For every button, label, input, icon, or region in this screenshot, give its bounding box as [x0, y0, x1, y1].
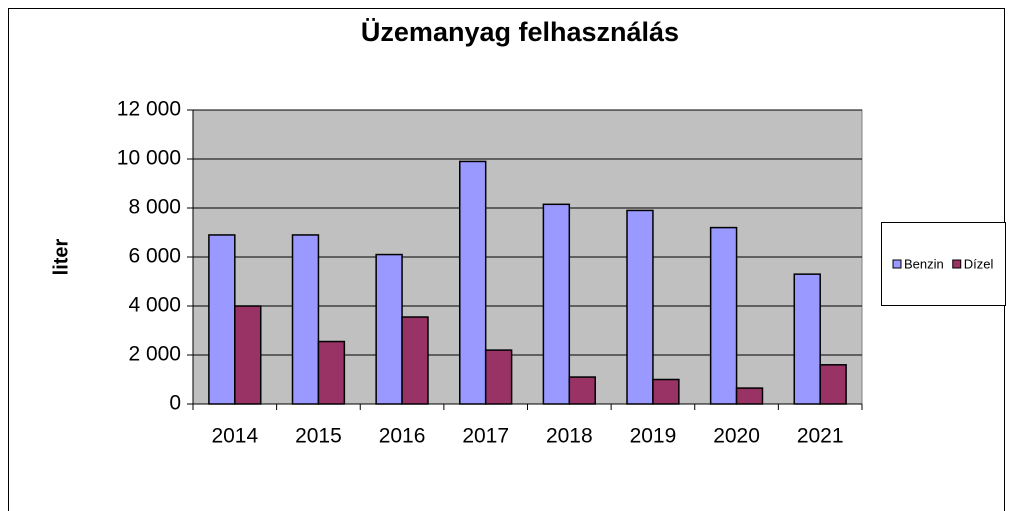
y-axis-label: liter [50, 238, 72, 275]
y-tick-label: 0 [169, 392, 181, 415]
y-tick-label: 8 000 [128, 196, 181, 219]
bar [291, 234, 320, 405]
x-tick-label: 2017 [462, 425, 509, 448]
bar [819, 364, 847, 405]
chart-title: Üzemanyag felhasználás [361, 17, 679, 47]
y-tick-label: 10 000 [117, 147, 181, 170]
legend-label: Benzin [904, 256, 944, 271]
legend-label: Dízel [964, 256, 994, 271]
x-tick-label: 2018 [546, 425, 593, 448]
bar [401, 316, 429, 405]
x-tick-label: 2021 [797, 425, 844, 448]
bar [484, 349, 513, 405]
legend-swatch [952, 259, 962, 269]
bar [375, 253, 403, 405]
bar [652, 378, 680, 405]
bar [626, 209, 654, 405]
bar [568, 376, 596, 405]
bar [542, 203, 571, 405]
legend-box [881, 222, 1006, 306]
bar [735, 387, 764, 405]
x-tick-label: 2019 [630, 425, 677, 448]
bar [793, 273, 821, 405]
y-tick-label: 12 000 [117, 98, 181, 121]
y-tick-label: 2 000 [128, 343, 181, 366]
bar [709, 226, 738, 405]
y-tick-label: 4 000 [128, 294, 181, 317]
x-tick-label: 2016 [379, 425, 426, 448]
bar [317, 340, 346, 405]
x-tick-label: 2020 [713, 425, 760, 448]
legend-swatch [892, 259, 902, 269]
y-tick-label: 6 000 [128, 245, 181, 268]
bar [234, 305, 262, 405]
bar [459, 160, 487, 405]
x-tick-label: 2015 [295, 425, 342, 448]
x-tick-label: 2014 [211, 425, 258, 448]
bar [208, 234, 236, 405]
